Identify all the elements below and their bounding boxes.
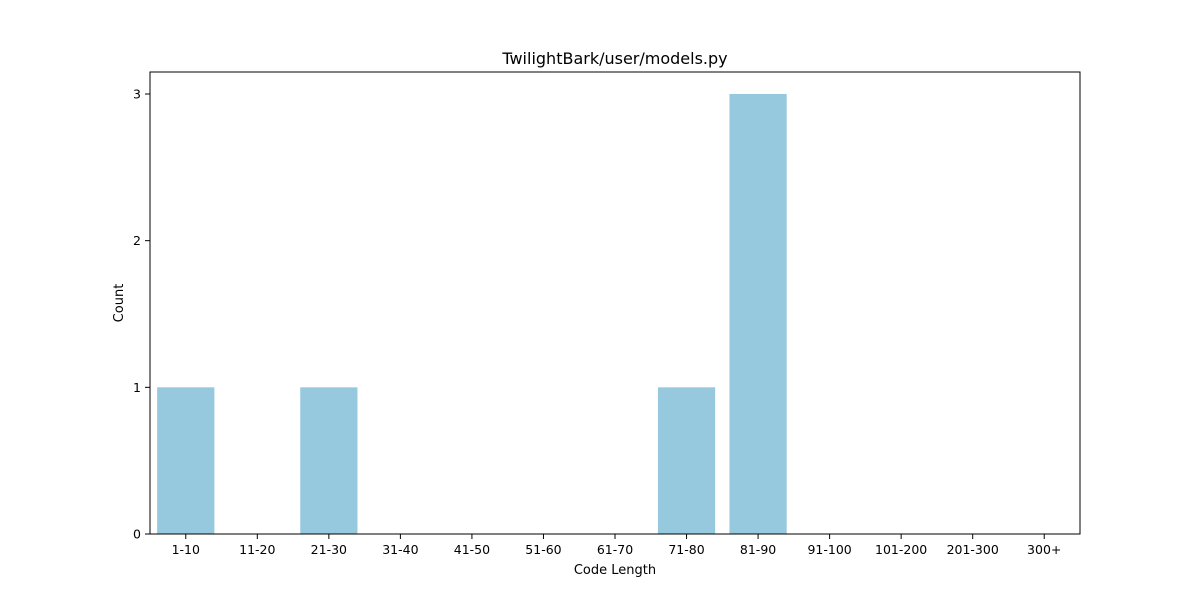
x-tick-label: 61-70 xyxy=(597,542,633,557)
x-tick-label: 91-100 xyxy=(807,542,851,557)
x-tick-label: 81-90 xyxy=(740,542,776,557)
x-tick-label: 51-60 xyxy=(525,542,561,557)
y-tick-label: 3 xyxy=(133,87,141,102)
y-tick-label: 0 xyxy=(133,527,141,542)
x-tick-label: 31-40 xyxy=(382,542,418,557)
bar-1-10 xyxy=(157,387,215,534)
y-axis-ticks: 0 1 2 3 xyxy=(133,87,150,542)
x-tick-label: 1-10 xyxy=(172,542,200,557)
y-tick-label: 2 xyxy=(133,233,141,248)
x-tick-label: 101-200 xyxy=(875,542,927,557)
x-tick-label: 41-50 xyxy=(454,542,490,557)
bar-81-90 xyxy=(729,94,787,534)
x-tick-label: 71-80 xyxy=(668,542,704,557)
plot-frame xyxy=(149,71,1081,535)
x-tick-label: 11-20 xyxy=(239,542,275,557)
bar-71-80 xyxy=(657,387,716,534)
x-tick-label: 201-300 xyxy=(947,542,999,557)
bar-21-30 xyxy=(300,387,358,534)
x-axis-ticks: 1-10 11-20 21-30 31-40 41-50 51-60 61-70 71-80 8… xyxy=(172,534,1061,557)
x-axis-label: Code Length xyxy=(574,563,656,578)
y-tick-label: 1 xyxy=(133,380,141,395)
x-tick-label: 21-30 xyxy=(311,542,347,557)
bars-group xyxy=(157,94,787,534)
chart-title: TwilightBark/user/models.py xyxy=(501,49,727,68)
y-axis-label: Count xyxy=(112,284,127,323)
x-tick-label: 300+ xyxy=(1027,542,1061,557)
